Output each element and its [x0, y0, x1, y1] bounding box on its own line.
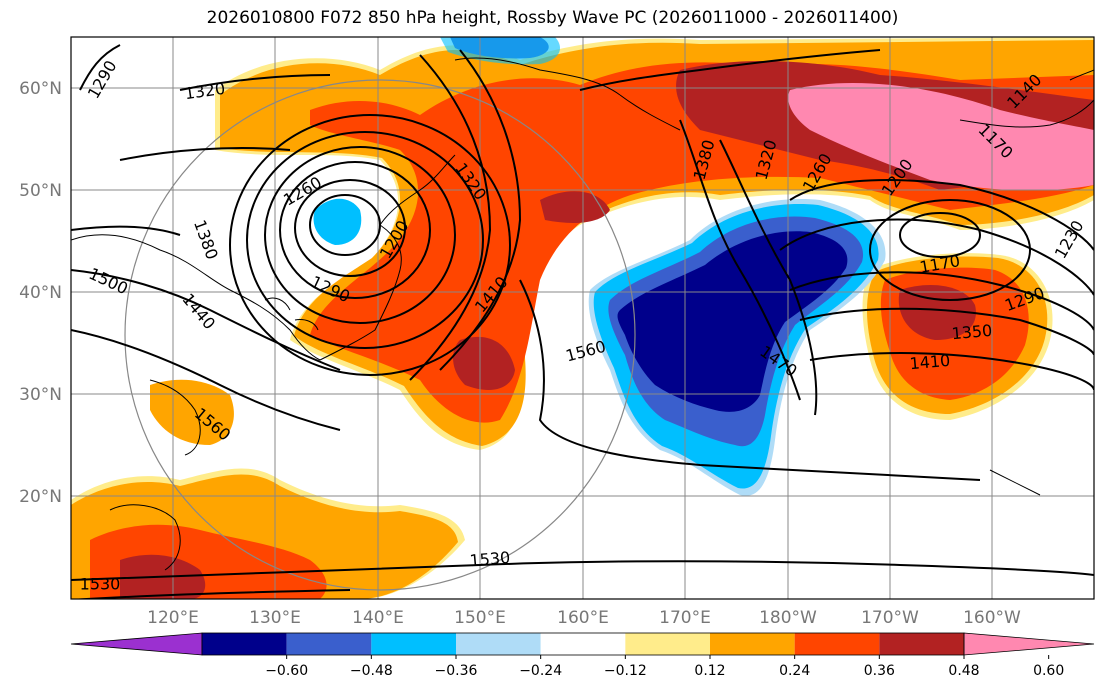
- colorbar-tick-label: −0.60: [265, 663, 308, 679]
- contour-label: 1530: [469, 548, 511, 570]
- colorbar-tick-label: −0.24: [519, 663, 562, 679]
- colorbar-segment: [456, 633, 541, 655]
- colorbar-tick-label: 0.12: [694, 663, 725, 679]
- lon-label-170w: 170°W: [861, 608, 919, 628]
- map-area: [71, 37, 1094, 599]
- coastlines: [71, 57, 1094, 571]
- positive-anomaly-fill: [71, 37, 1094, 599]
- height-contours: [71, 44, 1094, 599]
- contour-label: 1530: [80, 575, 121, 594]
- colorbar-tick-label: 0.24: [779, 663, 810, 679]
- colorbar-segment: [879, 633, 964, 655]
- colorbar-segment: [540, 633, 626, 655]
- lat-label-60n: 60°N: [19, 79, 62, 99]
- latitude-labels: 60°N 50°N 40°N 30°N 20°N: [19, 79, 62, 507]
- colorbar-tick-label: −0.36: [435, 663, 478, 679]
- lon-label-140e: 140°E: [352, 608, 404, 628]
- lon-label-130e: 130°E: [249, 608, 301, 628]
- colorbar-tick-label: −0.12: [604, 663, 647, 679]
- colorbar-segment: [371, 633, 456, 655]
- lat-label-50n: 50°N: [19, 181, 62, 201]
- graticule: [71, 37, 1094, 599]
- map-title: 2026010800 F072 850 hPa height, Rossby W…: [206, 8, 899, 28]
- colorbar-tick-label: 0.48: [948, 663, 979, 679]
- lon-label-160w: 160°W: [963, 608, 1021, 628]
- lon-label-150e: 150°E: [454, 608, 506, 628]
- contour-label: 1350: [951, 321, 993, 343]
- colorbar-tick-label: 0.36: [864, 663, 895, 679]
- lat-label-30n: 30°N: [19, 385, 62, 405]
- lon-label-120e: 120°E: [147, 608, 199, 628]
- colorbar-segment: [794, 633, 880, 655]
- colorbar-segment: [202, 633, 287, 655]
- lat-label-20n: 20°N: [19, 487, 62, 507]
- lon-label-170e: 170°E: [659, 608, 711, 628]
- negative-anomaly-fill: [313, 37, 886, 496]
- longitude-labels: 120°E 130°E 140°E 150°E 160°E 170°E 180°…: [147, 608, 1021, 628]
- contour-label: 1410: [909, 351, 951, 373]
- lat-label-40n: 40°N: [19, 283, 62, 303]
- colorbar: −0.60 −0.48 −0.36 −0.24 −0.12 0.12 0.24 0.36 0.4…: [70, 632, 1095, 679]
- lon-label-160e: 160°E: [557, 608, 609, 628]
- colorbar-segment: [710, 633, 795, 655]
- lon-label-180w: 180°W: [759, 608, 817, 628]
- colorbar-segment: [625, 633, 710, 655]
- colorbar-arrow-high: [963, 632, 1095, 656]
- colorbar-arrow-low: [70, 632, 203, 656]
- colorbar-tick-label: −0.48: [350, 663, 393, 679]
- map-frame: [70, 36, 1095, 600]
- colorbar-tick-label: 0.60: [1033, 663, 1064, 679]
- colorbar-outline: [201, 632, 965, 656]
- colorbar-segment: [286, 633, 372, 655]
